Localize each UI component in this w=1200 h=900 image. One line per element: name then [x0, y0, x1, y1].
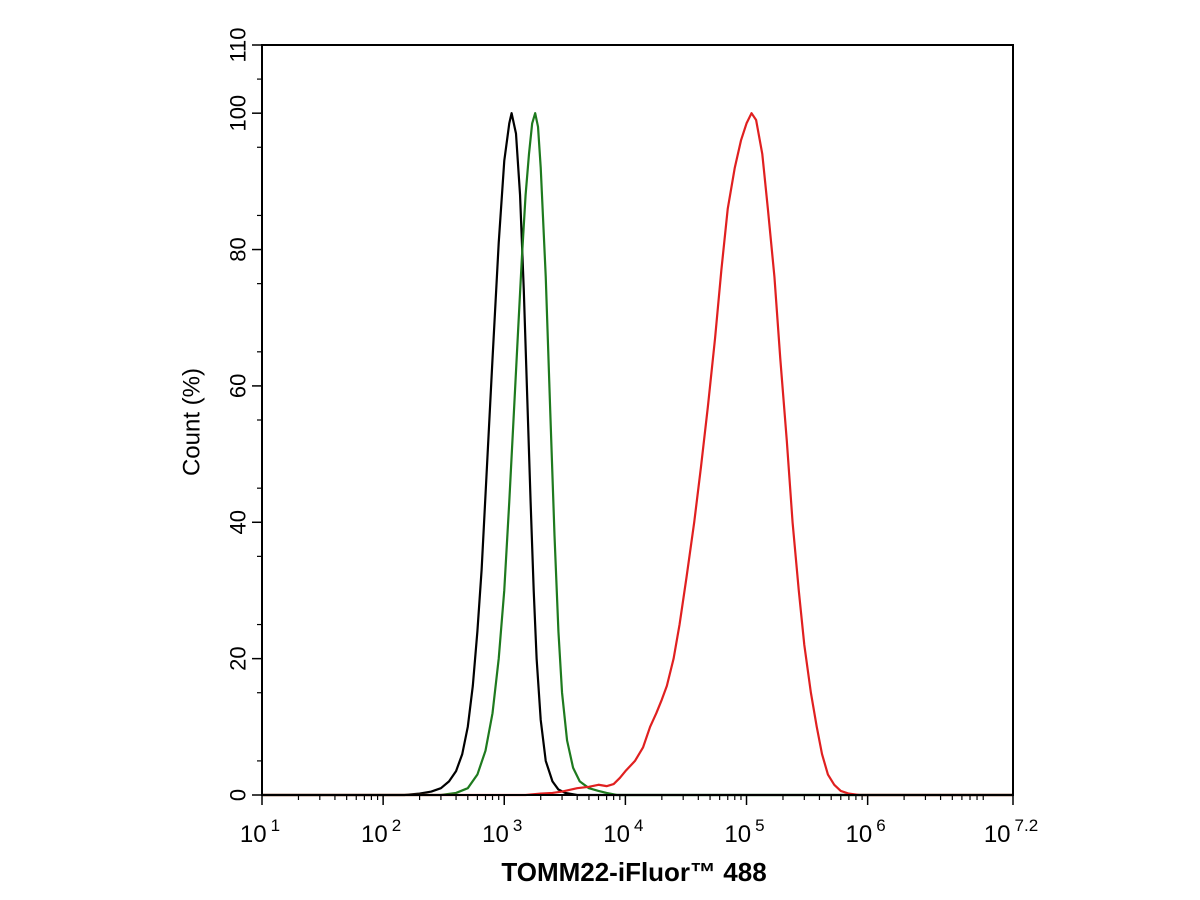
x-axis: 10 1 10 2 10 3 10 4 10 5 10 6 10 7.2: [240, 795, 1038, 848]
x-tick-label: 10 3: [482, 816, 522, 848]
y-tick-label: 60: [226, 374, 251, 398]
series-line-2: [262, 112, 1013, 797]
series-line-1: [262, 112, 1013, 797]
y-axis: 0 20 40 60 80 100 110: [226, 27, 262, 801]
y-tick-label: 0: [226, 789, 251, 801]
plot-frame: [261, 44, 1014, 796]
minor-ticks: [257, 78, 984, 800]
plot-lines: [262, 112, 1013, 797]
x-tick-label: 10 1: [240, 816, 280, 848]
y-tick-label: 40: [226, 510, 251, 534]
series-line-3: [262, 112, 1013, 797]
x-tick-label: 10 7.2: [984, 816, 1038, 848]
y-tick-label: 80: [226, 237, 251, 261]
x-tick-label: 10 5: [724, 816, 764, 848]
y-tick-label: 20: [226, 646, 251, 670]
y-tick-label: 100: [226, 95, 251, 132]
x-tick-label: 10 2: [361, 816, 401, 848]
y-tick-label: 110: [226, 27, 251, 62]
x-axis-title: TOMM22-iFluor™ 488: [501, 857, 766, 887]
x-tick-label: 10 6: [846, 816, 886, 848]
x-tick-label: 10 4: [603, 816, 643, 848]
y-axis-title: Count (%): [179, 368, 206, 476]
